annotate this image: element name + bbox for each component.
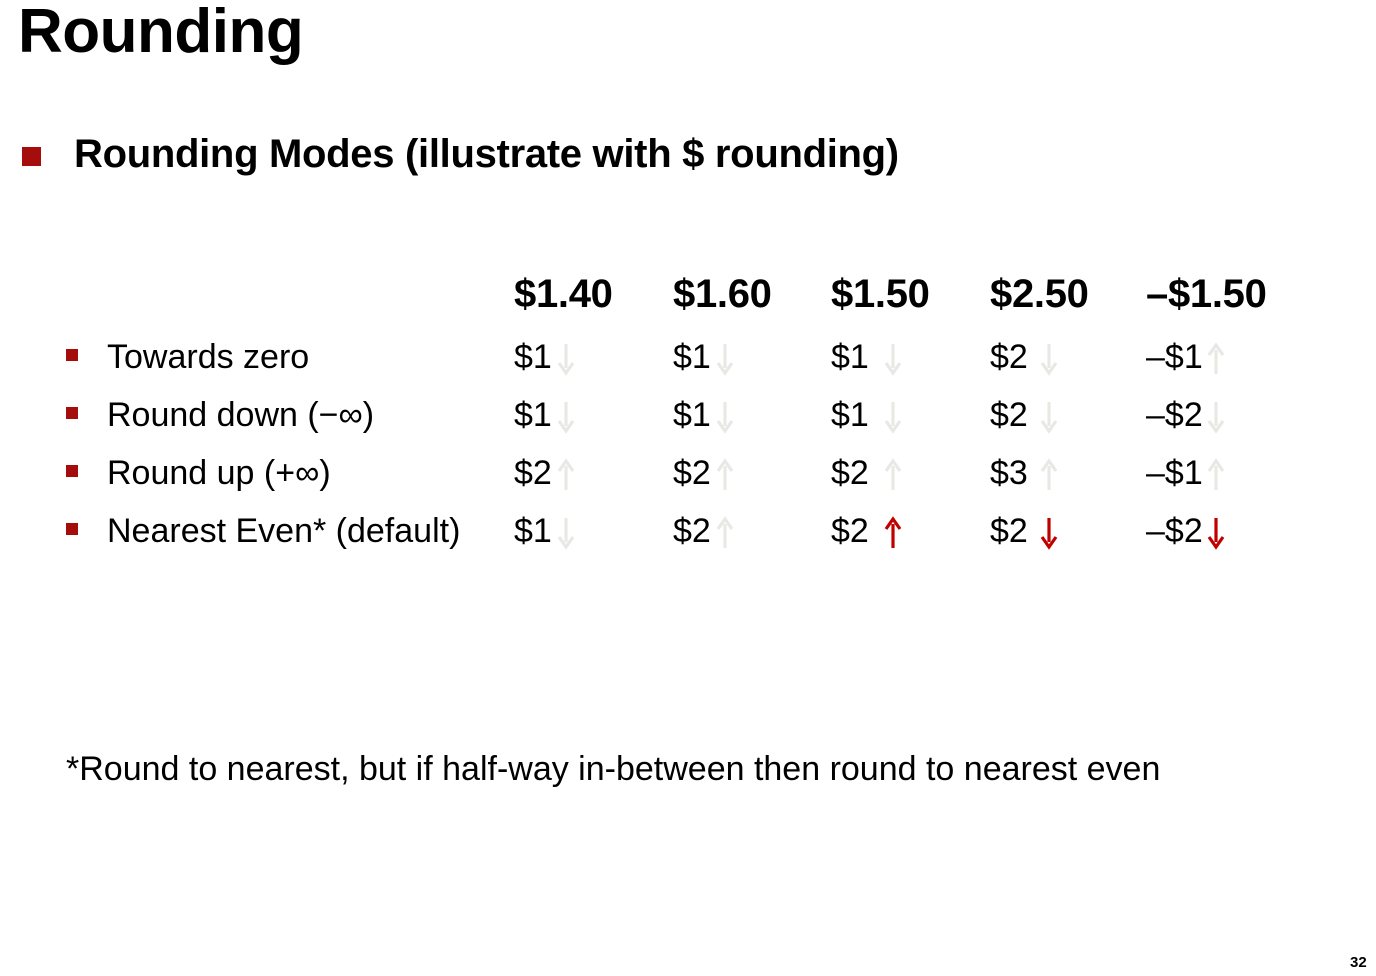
table-cell: $3 bbox=[990, 454, 1028, 492]
arrow-down-icon bbox=[716, 400, 734, 434]
table-cell: $2 bbox=[990, 396, 1028, 434]
table-cell: –$2 bbox=[1146, 396, 1203, 434]
table-cell: $2 bbox=[673, 512, 711, 550]
arrow-down-icon bbox=[1040, 342, 1058, 376]
table-cell: $1 bbox=[831, 338, 869, 376]
column-header: –$1.50 bbox=[1146, 272, 1267, 316]
slide-title: Rounding bbox=[18, 0, 304, 66]
table-cell: $2 bbox=[831, 454, 869, 492]
table-cell: $1 bbox=[673, 338, 711, 376]
column-header: $1.40 bbox=[514, 272, 613, 316]
table-cell: –$1 bbox=[1146, 338, 1203, 376]
arrow-up-icon bbox=[716, 458, 734, 492]
arrow-down-icon bbox=[1207, 400, 1225, 434]
arrow-up-icon bbox=[884, 458, 902, 492]
bullet-square-icon bbox=[66, 465, 78, 477]
column-header: $2.50 bbox=[990, 272, 1089, 316]
table-cell: $2 bbox=[990, 512, 1028, 550]
row-label: Nearest Even* (default) bbox=[107, 512, 461, 550]
table-cell: $1 bbox=[673, 396, 711, 434]
table-cell: $2 bbox=[673, 454, 711, 492]
bullet-square-icon bbox=[66, 349, 78, 361]
table-cell: $2 bbox=[831, 512, 869, 550]
arrow-down-icon bbox=[1207, 516, 1225, 550]
arrow-down-icon bbox=[716, 342, 734, 376]
arrow-down-icon bbox=[557, 342, 575, 376]
column-header: $1.60 bbox=[673, 272, 772, 316]
footnote: *Round to nearest, but if half-way in-be… bbox=[66, 750, 1161, 788]
column-header: $1.50 bbox=[831, 272, 930, 316]
table-cell: $1 bbox=[514, 396, 552, 434]
table-cell: $2 bbox=[990, 338, 1028, 376]
arrow-down-icon bbox=[557, 516, 575, 550]
page-number: 32 bbox=[1350, 954, 1367, 971]
main-bullet: Rounding Modes (illustrate with $ roundi… bbox=[22, 132, 899, 177]
bullet-square-icon bbox=[66, 407, 78, 419]
bullet-square-icon bbox=[22, 147, 41, 166]
arrow-up-icon bbox=[716, 516, 734, 550]
arrow-down-icon bbox=[884, 400, 902, 434]
table-cell: $1 bbox=[514, 338, 552, 376]
row-label: Towards zero bbox=[107, 338, 310, 376]
row-label: Round down (−∞) bbox=[107, 396, 375, 434]
table-cell: $1 bbox=[514, 512, 552, 550]
arrow-down-icon bbox=[884, 342, 902, 376]
arrow-up-icon bbox=[557, 458, 575, 492]
arrow-up-icon bbox=[884, 516, 902, 550]
table-cell: $1 bbox=[831, 396, 869, 434]
main-bullet-text: Rounding Modes (illustrate with $ roundi… bbox=[74, 132, 899, 176]
arrow-up-icon bbox=[1207, 458, 1225, 492]
table-cell: –$2 bbox=[1146, 512, 1203, 550]
row-label: Round up (+∞) bbox=[107, 454, 331, 492]
table-cell: $2 bbox=[514, 454, 552, 492]
arrow-down-icon bbox=[1040, 516, 1058, 550]
arrow-up-icon bbox=[1040, 458, 1058, 492]
arrow-up-icon bbox=[1207, 342, 1225, 376]
table-cell: –$1 bbox=[1146, 454, 1203, 492]
bullet-square-icon bbox=[66, 523, 78, 535]
arrow-down-icon bbox=[557, 400, 575, 434]
arrow-down-icon bbox=[1040, 400, 1058, 434]
